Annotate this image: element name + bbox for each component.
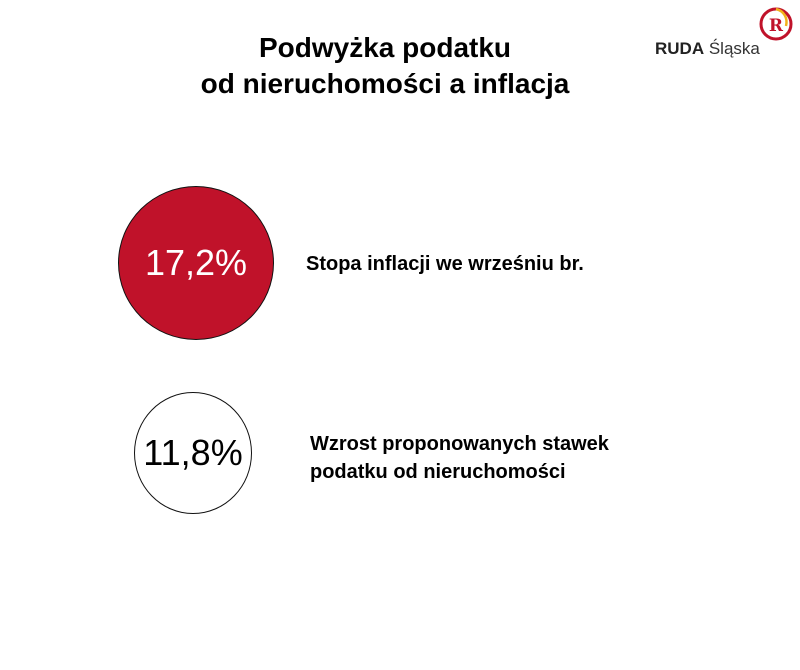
inflation-value-circle: 17,2% bbox=[118, 186, 274, 340]
ruda-slaska-emblem-icon: R bbox=[759, 7, 793, 41]
emblem-letter: R bbox=[769, 16, 784, 36]
tax-increase-label: Wzrost proponowanych stawek podatku od n… bbox=[310, 433, 609, 483]
logo-brand-light: Śląska bbox=[708, 39, 760, 58]
slide-title-line-2: od nieruchomości a inflacja bbox=[200, 68, 570, 99]
ruda-slaska-logo: R RUDA Śląska bbox=[650, 6, 796, 66]
slide-title-line-1: Podwyżka podatku bbox=[258, 32, 512, 63]
tax-increase-value: 11,8% bbox=[143, 432, 243, 473]
inflation-label: Stopa inflacji we wrześniu br. bbox=[306, 253, 584, 275]
inflation-value: 17,2% bbox=[144, 242, 248, 283]
logo-wordmark: RUDA Śląska bbox=[655, 39, 760, 59]
logo-brand-bold: RUDA bbox=[655, 39, 705, 58]
slide-title: Podwyżka podatku od nieruchomości a infl… bbox=[130, 30, 640, 102]
tax-increase-value-circle: 11,8% bbox=[134, 392, 252, 514]
